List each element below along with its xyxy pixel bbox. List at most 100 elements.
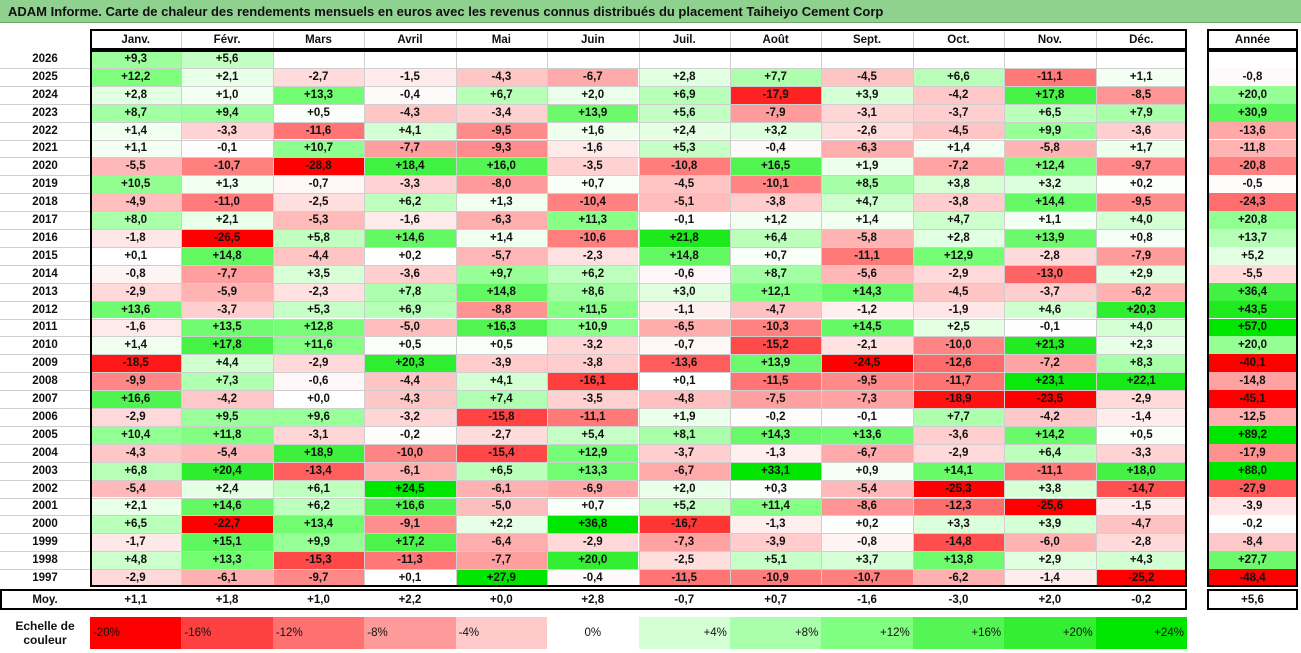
heatmap-cell: +9,9 xyxy=(1004,121,1096,140)
heatmap-cell: +0,2 xyxy=(364,246,456,265)
heatmap-cell: +2,4 xyxy=(181,479,273,498)
heatmap-cell: +14,5 xyxy=(821,318,913,337)
heatmap-cell: -6,1 xyxy=(181,569,273,587)
heatmap-cell: +0,5 xyxy=(455,336,548,355)
heatmap-cell: +6,4 xyxy=(729,229,822,247)
heatmap-cell: +8,0 xyxy=(90,211,182,229)
heatmap-cell: -6,7 xyxy=(547,67,639,86)
average-cell: +2,8 xyxy=(581,593,605,606)
heatmap-cell: +2,5 xyxy=(912,318,1005,337)
heatmap-cell: -17,9 xyxy=(729,85,822,104)
heatmap-cell: -10,0 xyxy=(912,336,1005,355)
month-header: Juin xyxy=(580,33,605,46)
heatmap-cell: -5,6 xyxy=(821,264,913,283)
average-cell: -3,0 xyxy=(948,593,969,606)
heatmap-cell: -1,6 xyxy=(364,211,456,229)
heatmap-cell: -0,2 xyxy=(729,408,822,426)
annual-cell: +43,5 xyxy=(1207,300,1298,319)
heatmap-cell: +13,3 xyxy=(272,85,365,104)
annual-cell: +20,8 xyxy=(1207,211,1298,229)
heatmap-cell: +14,8 xyxy=(638,246,730,265)
heatmap-cell: +13,4 xyxy=(272,515,365,534)
heatmap-cell: -3,4 xyxy=(455,103,548,122)
heatmap-cell: -3,7 xyxy=(912,103,1005,122)
annual-cell: +13,7 xyxy=(1207,229,1298,247)
heatmap-cell: -5,8 xyxy=(821,229,913,247)
heatmap-cell: -3,8 xyxy=(912,193,1005,212)
heatmap-cell: +4,3 xyxy=(1095,551,1187,570)
heatmap-cell: -7,2 xyxy=(1004,354,1096,373)
annual-cell: +57,0 xyxy=(1207,318,1298,337)
heatmap-cell: -3,6 xyxy=(364,264,456,283)
annual-cell: -40,1 xyxy=(1207,354,1298,373)
heatmap-cell: -5,4 xyxy=(821,479,913,498)
heatmap-cell: +3,2 xyxy=(1004,175,1096,194)
heatmap-cell: +4,7 xyxy=(821,193,913,212)
color-scale-swatch: -4% xyxy=(455,617,548,649)
heatmap-cell: +6,5 xyxy=(1004,103,1096,122)
heatmap-cell: +13,3 xyxy=(547,461,639,480)
heatmap-cell: -3,2 xyxy=(364,408,456,426)
heatmap-cell: -1,3 xyxy=(729,443,822,462)
heatmap-cell: +2,9 xyxy=(1095,264,1187,283)
heatmap-cell: -6,7 xyxy=(821,443,913,462)
heatmap-cell: -8,0 xyxy=(455,175,548,194)
heatmap-cell: +0,8 xyxy=(1095,229,1187,247)
heatmap-cell: -1,4 xyxy=(1004,569,1096,587)
heatmap-cell: -11,1 xyxy=(821,246,913,265)
heatmap-cell: +14,3 xyxy=(821,282,913,301)
heatmap-cell: -9,5 xyxy=(455,121,548,140)
annual-cell: -45,1 xyxy=(1207,390,1298,408)
year-label: 2015 xyxy=(32,249,58,262)
chart-title: ADAM Informe. Carte de chaleur des rende… xyxy=(8,4,884,19)
heatmap-cell: -2,3 xyxy=(272,282,365,301)
heatmap-cell: -10,0 xyxy=(364,443,456,462)
heatmap-cell: -4,9 xyxy=(90,193,182,212)
heatmap-cell: +20,3 xyxy=(1095,300,1187,319)
heatmap-cell: -11,1 xyxy=(1004,67,1096,86)
heatmap-cell: +1,2 xyxy=(729,211,822,229)
heatmap-cell: -1,7 xyxy=(90,533,182,552)
annual-cell: -27,9 xyxy=(1207,479,1298,498)
heatmap-cell: +2,3 xyxy=(1095,336,1187,355)
heatmap-cell: +16,6 xyxy=(90,390,182,408)
heatmap-cell: -1,9 xyxy=(912,300,1005,319)
heatmap-cell: +12,9 xyxy=(912,246,1005,265)
heatmap-cell: -4,7 xyxy=(729,300,822,319)
heatmap-cell: -0,8 xyxy=(90,264,182,283)
heatmap-cell: +20,3 xyxy=(364,354,456,373)
heatmap-cell: -16,1 xyxy=(547,372,639,391)
heatmap-cell: -10,6 xyxy=(547,229,639,247)
heatmap-cell: -13,4 xyxy=(272,461,365,480)
heatmap-cell: +0,7 xyxy=(547,175,639,194)
heatmap-cell: +1,4 xyxy=(821,211,913,229)
heatmap-cell: +13,8 xyxy=(912,551,1005,570)
heatmap-cell: +6,9 xyxy=(364,300,456,319)
year-label: 2008 xyxy=(32,375,58,388)
heatmap-cell: +0,1 xyxy=(90,246,182,265)
heatmap-cell: +3,8 xyxy=(912,175,1005,194)
heatmap-cell: +10,9 xyxy=(547,318,639,337)
heatmap-cell: -9,7 xyxy=(1095,157,1187,176)
heatmap-cell: +8,1 xyxy=(638,425,730,444)
heatmap-cell: -15,2 xyxy=(729,336,822,355)
heatmap-cell: +10,7 xyxy=(272,139,365,158)
heatmap-cell: -3,3 xyxy=(181,121,273,140)
heatmap-cell: +13,3 xyxy=(181,551,273,570)
annual-cell: +36,4 xyxy=(1207,282,1298,301)
heatmap-cell: -4,5 xyxy=(912,121,1005,140)
heatmap-cell: +7,7 xyxy=(729,67,822,86)
heatmap-cell: -2,9 xyxy=(90,569,182,587)
heatmap-cell: -0,7 xyxy=(638,336,730,355)
heatmap-cell: -7,2 xyxy=(912,157,1005,176)
year-label: 2012 xyxy=(32,303,58,316)
year-label: 2005 xyxy=(32,428,58,441)
heatmap-cell: +6,5 xyxy=(90,515,182,534)
heatmap-cell: -11,1 xyxy=(1004,461,1096,480)
heatmap-cell: +1,3 xyxy=(455,193,548,212)
heatmap-cell: -7,3 xyxy=(821,390,913,408)
heatmap-cell: +2,8 xyxy=(638,67,730,86)
year-label: 2001 xyxy=(32,500,58,513)
heatmap-cell: -0,1 xyxy=(181,139,273,158)
heatmap-cell: -5,5 xyxy=(90,157,182,176)
